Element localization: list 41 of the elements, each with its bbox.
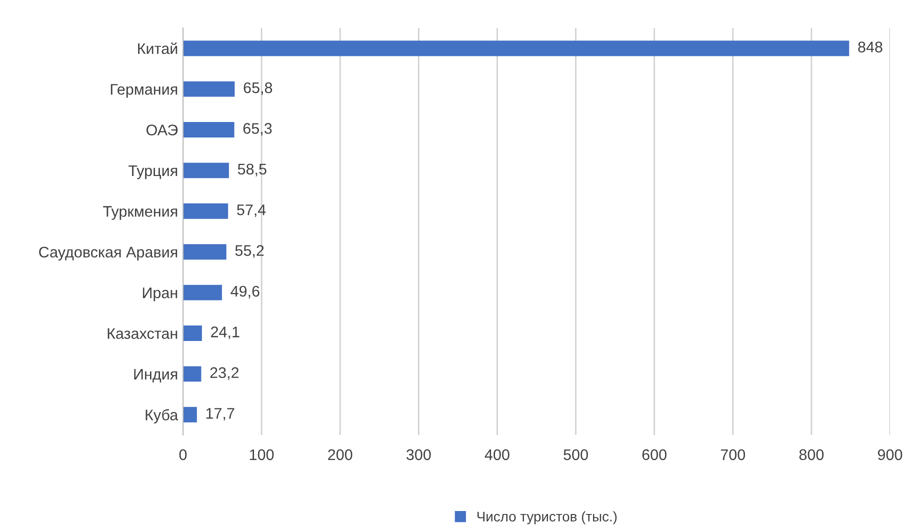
bar <box>183 40 850 56</box>
x-tick-label: 0 <box>179 449 187 460</box>
x-tick-label: 100 <box>250 449 274 460</box>
x-tick-label: 400 <box>484 449 510 460</box>
x-tick-label: 300 <box>406 449 431 460</box>
y-tick-label: Китай <box>138 42 178 54</box>
x-tick-label: 800 <box>799 449 824 460</box>
y-tick-label: ОАЭ <box>146 124 178 136</box>
y-tick-label: Туркмения <box>103 206 178 220</box>
y-tick-label: Саудовская Аравия <box>39 246 178 261</box>
text: 65,8 <box>244 82 272 95</box>
y-tick-label: Индия <box>134 368 178 383</box>
text: 23,2 <box>210 367 239 380</box>
y-tick-label: Германия <box>110 84 178 98</box>
bar <box>183 406 197 422</box>
x-tick-label: 900 <box>878 449 902 460</box>
bar <box>183 162 229 178</box>
bar <box>183 366 202 382</box>
bar <box>183 203 228 219</box>
bar <box>183 284 222 300</box>
y-tick-label: Казахстан <box>108 328 178 339</box>
text: 49,6 <box>230 286 260 298</box>
text: 848 <box>858 42 882 52</box>
y-tick-label: Куба <box>146 409 178 424</box>
bar <box>183 81 235 97</box>
text: 65,3 <box>243 123 272 136</box>
x-tick-label: 700 <box>720 449 746 460</box>
text: 17,7 <box>206 408 234 421</box>
x-tick-label: 500 <box>564 449 588 460</box>
text: 57,4 <box>237 204 266 218</box>
y-tick-label: Иран <box>142 288 178 302</box>
text: 24,1 <box>211 326 240 340</box>
text: 55,2 <box>235 245 264 258</box>
legend-label: Число туристов (тыс.) <box>477 511 617 524</box>
y-tick-label: Турция <box>128 165 178 180</box>
bar <box>183 122 234 138</box>
bar <box>183 244 226 260</box>
text: 58,5 <box>238 164 266 176</box>
bar <box>183 326 202 341</box>
x-tick-label: 600 <box>642 449 666 460</box>
x-tick-label: 200 <box>328 449 352 460</box>
